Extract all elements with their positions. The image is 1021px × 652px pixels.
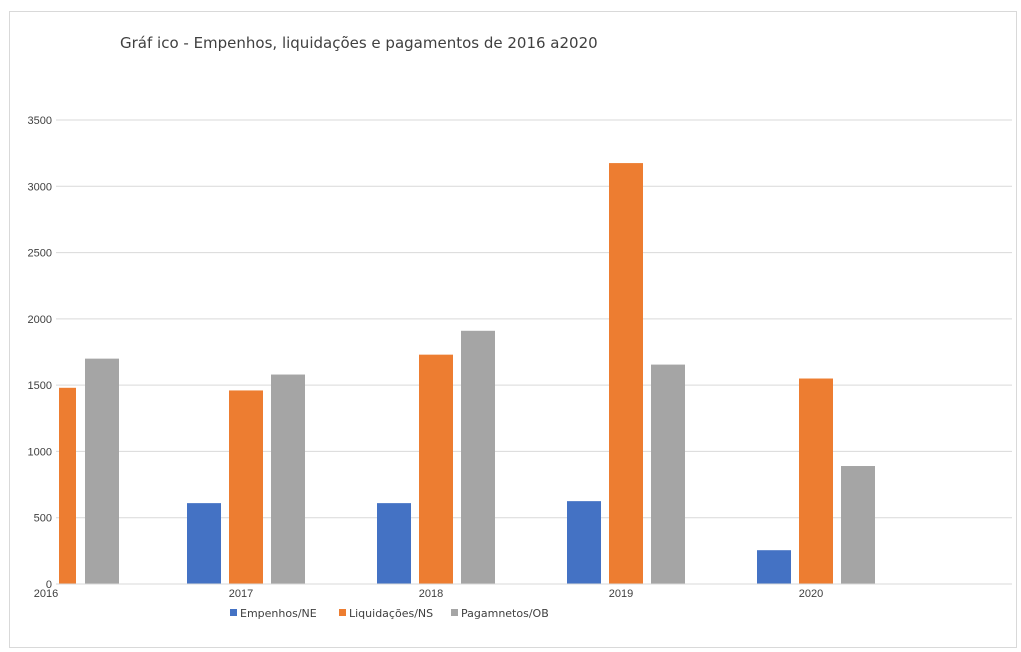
legend-swatch	[230, 609, 237, 616]
bar-pagamnetos-ob-2016	[85, 358, 119, 584]
legend-label: Empenhos/NE	[240, 607, 317, 620]
x-axis-tick-labels: 2016 2017 2018 2019 2020	[34, 588, 823, 600]
x-tick-label: 2018	[419, 588, 443, 600]
y-tick-label: 0	[46, 579, 52, 591]
bars	[59, 163, 875, 585]
legend: Empenhos/NE Liquidações/NS Pagamnetos/OB	[230, 607, 549, 620]
legend-label: Pagamnetos/OB	[461, 607, 549, 620]
bar-empenhos-ne-2017	[187, 503, 221, 584]
bar-pagamnetos-ob-2018	[461, 330, 495, 584]
legend-item: Pagamnetos/OB	[451, 607, 549, 620]
bar-pagamnetos-ob-2020	[841, 466, 875, 584]
y-tick-label: 1500	[28, 380, 52, 392]
bar-liquida-es-ns-2019	[609, 163, 643, 585]
legend-swatch	[339, 609, 346, 616]
bar-pagamnetos-ob-2017	[271, 374, 305, 584]
bar-liquida-es-ns-2016	[59, 387, 76, 584]
x-tick-label: 2019	[609, 588, 633, 600]
y-tick-label: 3000	[28, 181, 52, 193]
bar-liquida-es-ns-2020	[799, 378, 833, 584]
x-tick-label: 2020	[799, 588, 823, 600]
legend-swatch	[451, 609, 458, 616]
y-tick-label: 500	[34, 513, 52, 525]
bar-pagamnetos-ob-2019	[651, 364, 685, 584]
gridlines	[56, 119, 1012, 519]
bar-empenhos-ne-2019	[567, 501, 601, 584]
y-tick-label: 2000	[28, 314, 52, 326]
y-axis-tick-labels: 0 500 1000 1500 2000 2500 3000 3500	[28, 115, 52, 591]
bar-empenhos-ne-2018	[377, 503, 411, 584]
chart-title: Gráf ico - Empenhos, liquidações e pagam…	[120, 34, 598, 52]
legend-item: Liquidações/NS	[339, 607, 433, 620]
x-tick-label: 2017	[229, 588, 253, 600]
bar-empenhos-ne-2020	[757, 550, 791, 584]
legend-item: Empenhos/NE	[230, 607, 317, 620]
x-tick-label: 2016	[34, 588, 58, 600]
bar-liquida-es-ns-2018	[419, 354, 453, 584]
bar-liquida-es-ns-2017	[229, 390, 263, 584]
legend-label: Liquidações/NS	[349, 607, 433, 620]
y-tick-label: 2500	[28, 248, 52, 260]
y-tick-label: 1000	[28, 446, 52, 458]
y-tick-label: 3500	[28, 115, 52, 127]
